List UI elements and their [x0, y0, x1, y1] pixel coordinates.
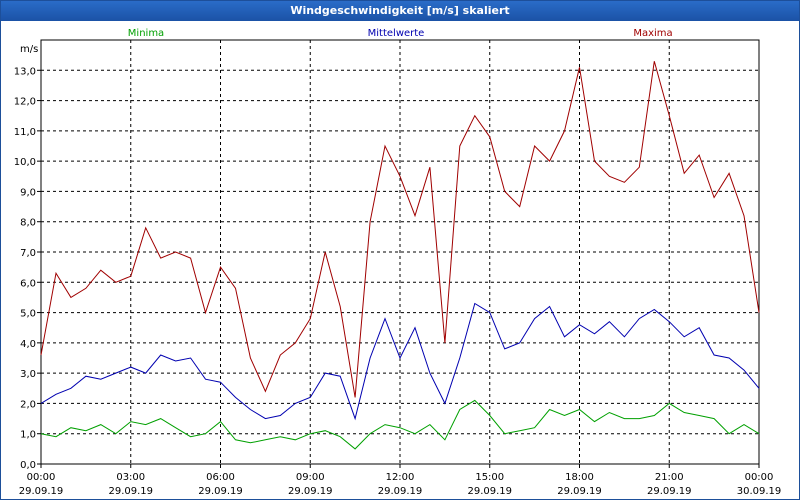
x-tick-time: 00:00: [27, 472, 56, 483]
x-tick-time: 21:00: [655, 472, 684, 483]
series-line-minima: [40, 399, 760, 450]
y-tick-label: 6,0: [20, 278, 36, 289]
x-tick-date: 30.09.19: [737, 486, 782, 497]
x-tick-time: 06:00: [206, 472, 235, 483]
x-axis-ticks: 00:00 29.09.19 03:00 29.09.19 06:00 29.09.19 0…: [19, 464, 782, 497]
y-tick-label: 2,0: [20, 399, 36, 410]
y-tick-label: 4,0: [20, 339, 36, 350]
x-tick-time: 15:00: [475, 472, 504, 483]
legend: Minima Mittelwerte Maxima: [128, 28, 673, 39]
x-tick-date: 29.09.19: [108, 486, 153, 497]
x-tick-time: 09:00: [296, 472, 325, 483]
x-tick-date: 29.09.19: [647, 486, 692, 497]
x-tick-date: 29.09.19: [467, 486, 512, 497]
y-tick-label: 12,0: [14, 97, 36, 108]
x-tick-time: 03:00: [116, 472, 145, 483]
series-line-maxima: [40, 61, 760, 398]
x-tick-time: 00:00: [745, 472, 774, 483]
x-tick-time: 18:00: [565, 472, 594, 483]
window-title: Windgeschwindigkeit [m/s] skaliert: [1, 1, 799, 21]
grid: [41, 40, 759, 464]
y-tick-label: 7,0: [20, 248, 36, 259]
x-tick-time: 12:00: [386, 472, 415, 483]
y-tick-label: 13,0: [14, 66, 36, 77]
y-tick-label: 3,0: [20, 369, 36, 380]
x-tick-date: 29.09.19: [378, 486, 423, 497]
y-axis-ticks: 0,0 1,0 2,0 3,0 4,0 5,0 6,0 7,0 8,0 9,0 10,0 11,0 12…: [14, 66, 41, 471]
y-tick-label: 9,0: [20, 187, 36, 198]
x-tick-date: 29.09.19: [288, 486, 333, 497]
y-axis-label: m/s: [20, 44, 38, 55]
x-tick-date: 29.09.19: [19, 486, 64, 497]
series-lines: [40, 61, 760, 450]
series-line-mittelwerte: [40, 302, 760, 421]
legend-maxima: Maxima: [633, 28, 672, 39]
legend-mittelwerte: Mittelwerte: [368, 28, 425, 39]
y-tick-label: 8,0: [20, 218, 36, 229]
y-tick-label: 1,0: [20, 430, 36, 441]
legend-minima: Minima: [128, 28, 164, 39]
y-tick-label: 5,0: [20, 309, 36, 320]
y-tick-label: 11,0: [14, 127, 36, 138]
y-tick-label: 0,0: [20, 460, 36, 471]
x-tick-date: 29.09.19: [198, 486, 243, 497]
x-tick-date: 29.09.19: [557, 486, 602, 497]
y-tick-label: 10,0: [14, 157, 36, 168]
